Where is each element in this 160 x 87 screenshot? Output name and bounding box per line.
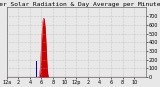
Title: Milwaukee Weather Solar Radiation & Day Average per Minute W/m2 (Today): Milwaukee Weather Solar Radiation & Day …: [0, 2, 160, 7]
